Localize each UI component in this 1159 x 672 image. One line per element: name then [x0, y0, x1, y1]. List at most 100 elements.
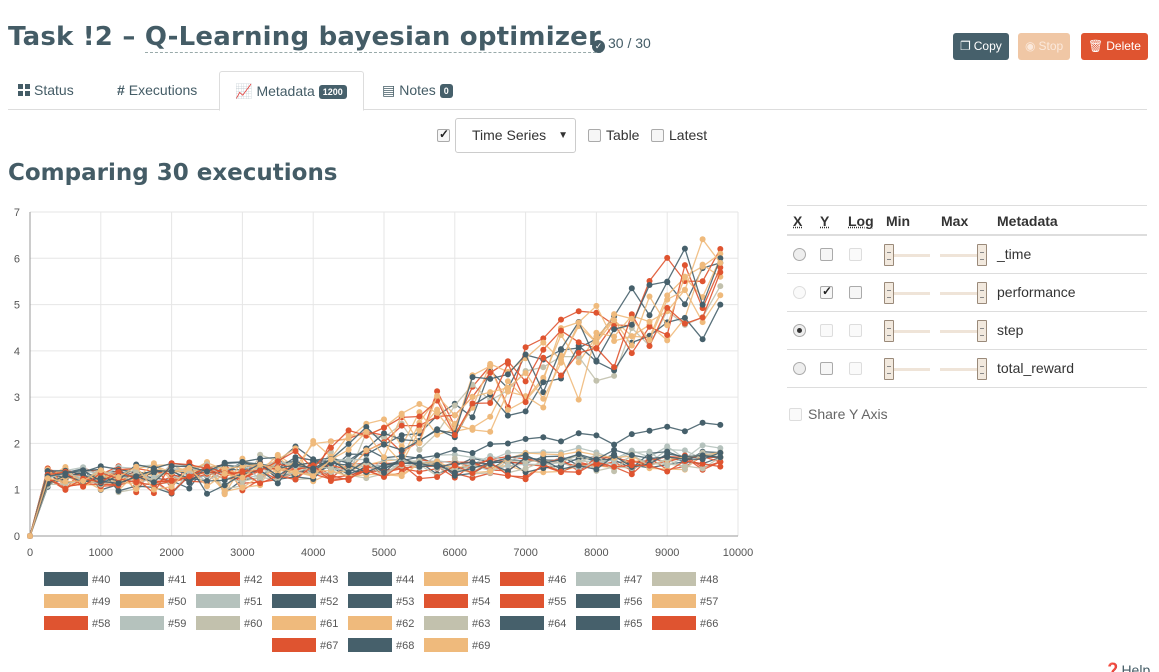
copy-button[interactable]: ❐ Copy — [953, 33, 1009, 60]
data-point — [399, 447, 405, 453]
x-tick-label: 3000 — [230, 547, 254, 559]
legend-item[interactable]: #57 — [652, 594, 718, 610]
legend-item[interactable]: #54 — [424, 594, 490, 610]
legend-item[interactable]: #56 — [576, 594, 642, 610]
legend-item[interactable]: #44 — [348, 572, 414, 588]
legend-item[interactable]: #42 — [196, 572, 262, 588]
x-axis-radio[interactable] — [793, 248, 806, 261]
legend-item[interactable]: #49 — [44, 594, 110, 610]
x-axis-radio[interactable] — [793, 362, 806, 375]
log-scale-checkbox[interactable] — [849, 286, 862, 299]
legend-item[interactable]: #64 — [500, 616, 566, 632]
data-point — [470, 427, 476, 433]
data-point — [664, 332, 670, 338]
share-y-axis[interactable]: Share Y Axis — [789, 406, 888, 422]
tab-metadata[interactable]: 📈 Metadata 1200 — [219, 71, 364, 111]
tab-executions[interactable]: # Executions — [109, 71, 205, 110]
table-checkbox[interactable] — [588, 129, 601, 142]
legend-item[interactable]: #52 — [272, 594, 338, 610]
max-slider[interactable] — [940, 320, 988, 342]
tab-status[interactable]: Status — [10, 71, 82, 110]
max-handle[interactable] — [977, 320, 987, 342]
legend-swatch — [652, 594, 696, 608]
legend-label: #60 — [244, 618, 262, 630]
min-handle[interactable] — [884, 282, 894, 304]
legend-item[interactable]: #47 — [576, 572, 642, 588]
max-slider[interactable] — [940, 282, 988, 304]
legend-item[interactable]: #51 — [196, 594, 262, 610]
data-point — [593, 378, 599, 384]
y-axis-checkbox[interactable] — [820, 324, 833, 337]
series-68 — [27, 447, 723, 539]
metadata-count-badge: 1200 — [319, 85, 347, 99]
completion-count: 30 / 30 — [608, 35, 651, 51]
y-axis-checkbox[interactable] — [820, 362, 833, 375]
data-point — [275, 465, 281, 471]
min-handle[interactable] — [884, 244, 894, 266]
x-axis-radio[interactable] — [793, 324, 806, 337]
max-slider[interactable] — [940, 244, 988, 266]
share-y-axis-checkbox[interactable] — [789, 408, 802, 421]
legend-item[interactable]: #59 — [120, 616, 186, 632]
min-handle[interactable] — [884, 320, 894, 342]
legend-item[interactable]: #65 — [576, 616, 642, 632]
data-point — [399, 461, 405, 467]
stop-button[interactable]: ◉ Stop — [1018, 33, 1070, 60]
data-point — [434, 452, 440, 458]
x-axis-radio[interactable] — [793, 286, 806, 299]
legend-swatch — [196, 572, 240, 586]
data-point — [222, 471, 228, 477]
min-slider[interactable] — [884, 358, 930, 380]
max-slider[interactable] — [940, 358, 988, 380]
latest-checkbox[interactable] — [651, 129, 664, 142]
legend-item[interactable]: #61 — [272, 616, 338, 632]
y-axis-checkbox[interactable] — [820, 248, 833, 261]
legend-label: #45 — [472, 574, 490, 586]
log-scale-checkbox[interactable] — [849, 362, 862, 375]
log-scale-checkbox[interactable] — [849, 248, 862, 261]
data-point — [204, 491, 210, 497]
data-point — [487, 376, 493, 382]
legend-item[interactable]: #53 — [348, 594, 414, 610]
data-point — [399, 437, 405, 443]
log-scale-checkbox[interactable] — [849, 324, 862, 337]
data-point — [682, 321, 688, 327]
time-series-chart[interactable]: 0 1000 2000 3000 4000 5000 6000 7000 8000 9000 100… — [0, 200, 760, 570]
legend-item[interactable]: #69 — [424, 638, 490, 654]
tab-notes[interactable]: ▤ Notes 0 — [374, 71, 461, 110]
max-handle[interactable] — [977, 244, 987, 266]
legend-item[interactable]: #62 — [348, 616, 414, 632]
max-handle[interactable] — [977, 282, 987, 304]
y-axis-checkbox[interactable] — [820, 286, 833, 299]
legend-item[interactable]: #50 — [120, 594, 186, 610]
legend-item[interactable]: #43 — [272, 572, 338, 588]
delete-button[interactable]: 🗑 Delete — [1081, 33, 1148, 60]
legend-item[interactable]: #60 — [196, 616, 262, 632]
legend-item[interactable]: #55 — [500, 594, 566, 610]
legend-item[interactable]: #46 — [500, 572, 566, 588]
legend-item[interactable]: #48 — [652, 572, 718, 588]
metadata-axis-panel: X Y Log Min Max Metadata _timeperformanc… — [787, 205, 1147, 388]
min-handle[interactable] — [884, 358, 894, 380]
view-type-select[interactable]: Time Series ▼ — [455, 118, 576, 153]
min-slider[interactable] — [884, 244, 930, 266]
max-handle[interactable] — [977, 358, 987, 380]
data-point — [257, 474, 263, 480]
legend-item[interactable]: #68 — [348, 638, 414, 654]
legend-item[interactable]: #41 — [120, 572, 186, 588]
legend-item[interactable]: #40 — [44, 572, 110, 588]
enable-view-checkbox[interactable] — [437, 129, 450, 142]
data-point — [611, 373, 617, 379]
legend-item[interactable]: #67 — [272, 638, 338, 654]
task-name[interactable]: Q-Learning bayesian optimizer — [145, 22, 601, 53]
data-point — [523, 452, 529, 458]
legend-item[interactable]: #66 — [652, 616, 718, 632]
min-slider[interactable] — [884, 282, 930, 304]
legend-swatch — [500, 616, 544, 630]
legend-item[interactable]: #63 — [424, 616, 490, 632]
x-tick-label: 0 — [27, 547, 33, 559]
help-link[interactable]: ❓Help — [1104, 662, 1150, 672]
legend-item[interactable]: #58 — [44, 616, 110, 632]
legend-item[interactable]: #45 — [424, 572, 490, 588]
min-slider[interactable] — [884, 320, 930, 342]
